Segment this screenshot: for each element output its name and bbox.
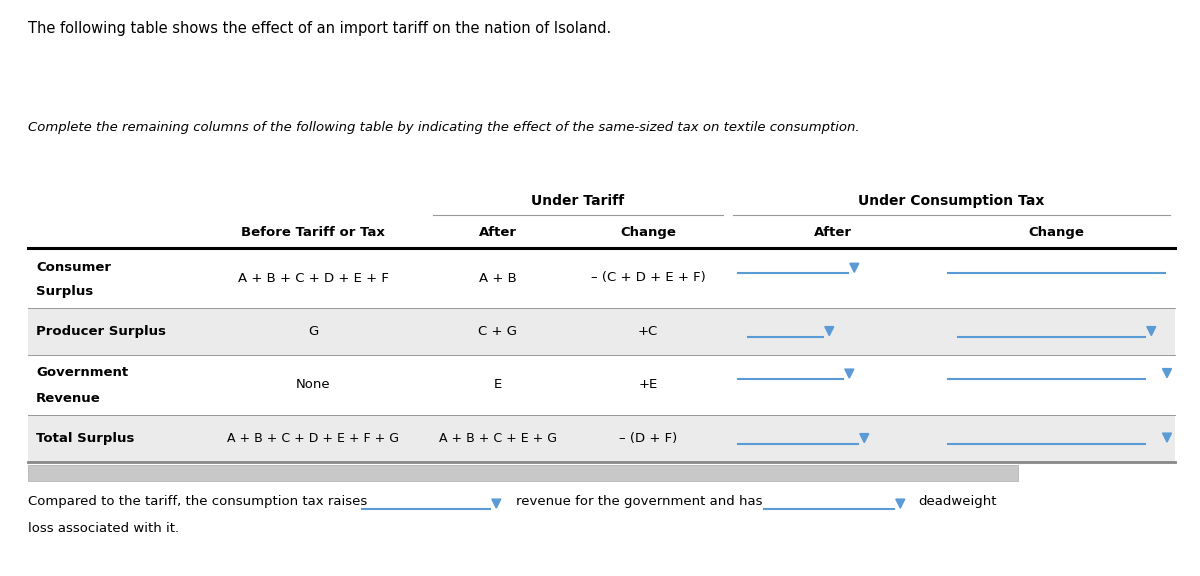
Text: Surplus: Surplus	[36, 285, 94, 298]
Text: loss associated with it.: loss associated with it.	[28, 522, 179, 536]
Polygon shape	[895, 499, 905, 508]
Text: Before Tariff or Tax: Before Tariff or Tax	[241, 226, 385, 239]
Text: Change: Change	[1028, 226, 1085, 239]
Text: A + B: A + B	[479, 271, 517, 285]
Polygon shape	[1163, 433, 1171, 442]
Text: Under Consumption Tax: Under Consumption Tax	[858, 194, 1045, 208]
Bar	[28, 308, 1175, 355]
Text: E: E	[494, 378, 502, 392]
Text: None: None	[295, 378, 330, 392]
Polygon shape	[1147, 327, 1156, 336]
Polygon shape	[1163, 369, 1171, 378]
Text: After: After	[479, 226, 517, 239]
Text: Revenue: Revenue	[36, 392, 101, 405]
Text: Government: Government	[36, 366, 128, 380]
Text: The following table shows the effect of an import tariff on the nation of Isolan: The following table shows the effect of …	[28, 21, 611, 36]
Text: Compared to the tariff, the consumption tax raises: Compared to the tariff, the consumption …	[28, 495, 367, 507]
Text: A + B + C + D + E + F + G: A + B + C + D + E + F + G	[227, 432, 398, 445]
Text: +E: +E	[638, 378, 658, 392]
Text: Change: Change	[620, 226, 676, 239]
Text: – (C + D + E + F): – (C + D + E + F)	[590, 271, 706, 285]
Polygon shape	[850, 263, 859, 272]
Text: C + G: C + G	[479, 325, 517, 338]
Text: A + B + C + E + G: A + B + C + E + G	[439, 432, 557, 445]
Text: – (D + F): – (D + F)	[619, 432, 677, 445]
Text: A + B + C + D + E + F: A + B + C + D + E + F	[238, 271, 389, 285]
Text: deadweight: deadweight	[918, 495, 996, 507]
Polygon shape	[859, 434, 869, 442]
Text: revenue for the government and has: revenue for the government and has	[516, 495, 762, 507]
Polygon shape	[824, 327, 834, 336]
Text: Under Tariff: Under Tariff	[532, 194, 624, 208]
Text: Total Surplus: Total Surplus	[36, 432, 134, 445]
Bar	[28, 465, 1018, 481]
Text: Consumer: Consumer	[36, 261, 112, 274]
Text: Complete the remaining columns of the following table by indicating the effect o: Complete the remaining columns of the fo…	[28, 121, 859, 134]
Polygon shape	[845, 369, 854, 378]
Text: After: After	[814, 226, 852, 239]
Text: G: G	[308, 325, 318, 338]
Polygon shape	[492, 499, 500, 508]
Text: Producer Surplus: Producer Surplus	[36, 325, 166, 338]
Text: +C: +C	[638, 325, 658, 338]
Bar	[28, 415, 1175, 462]
